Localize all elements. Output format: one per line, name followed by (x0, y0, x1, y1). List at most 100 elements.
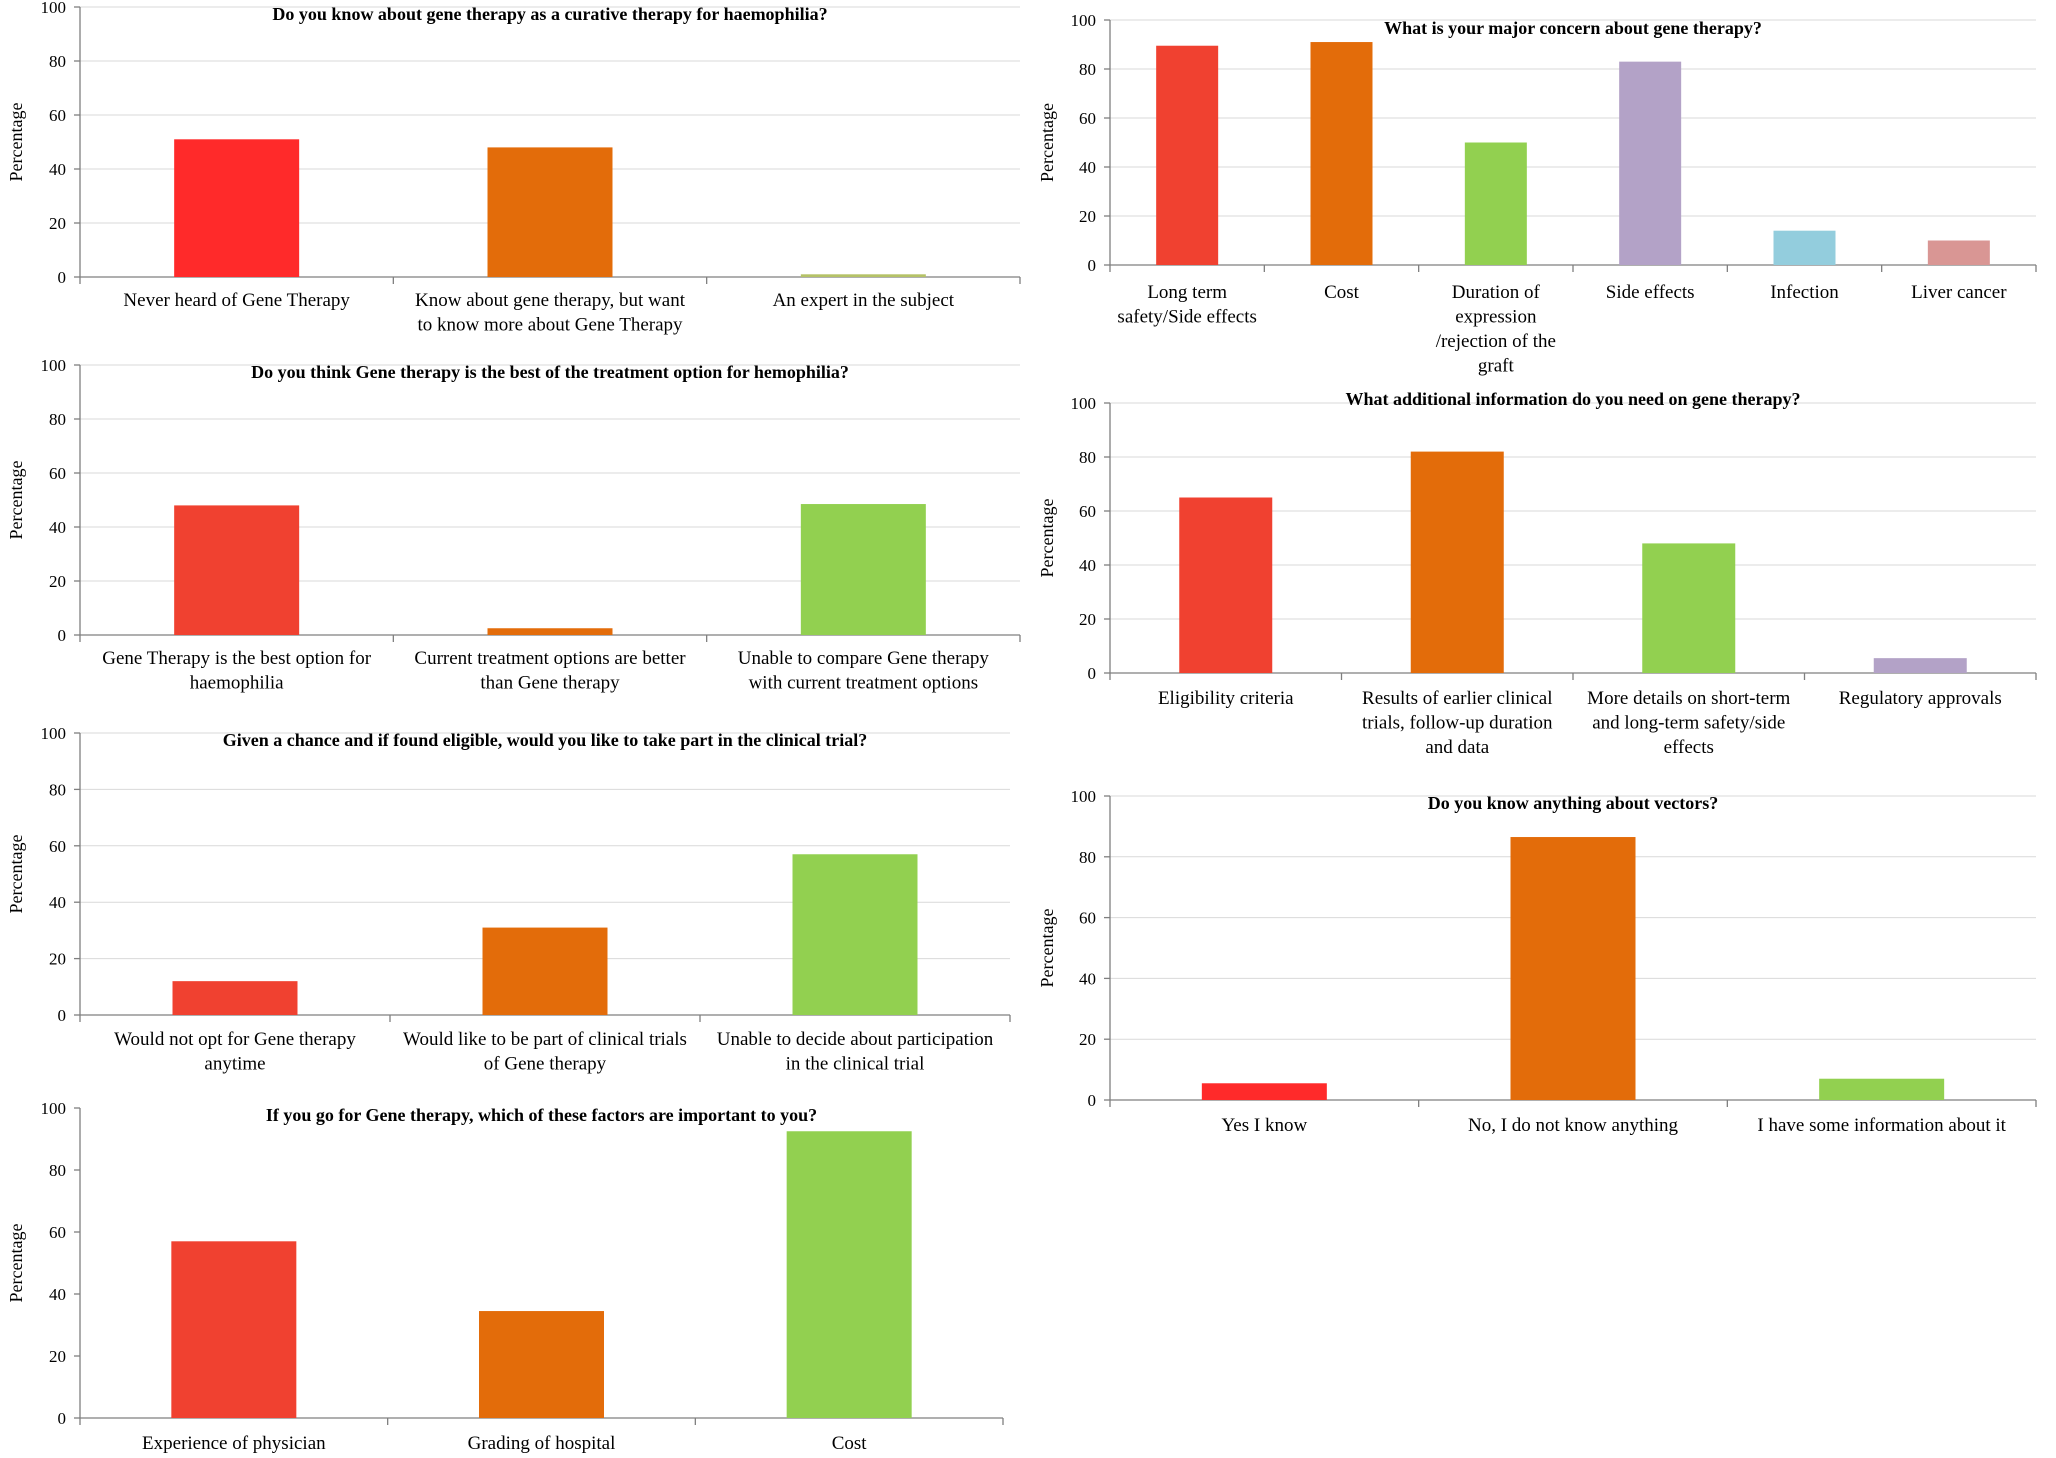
y-tick-label: 20 (49, 1347, 66, 1366)
y-tick-label: 100 (1071, 787, 1097, 806)
y-tick-label: 60 (49, 1223, 66, 1242)
y-tick-label: 40 (1079, 158, 1096, 177)
bar-6 (1927, 240, 1990, 265)
y-axis-label: Percentage (6, 461, 26, 540)
y-tick-label: 20 (49, 572, 66, 591)
category-label: Results of earlier clinical trials, follo… (1362, 688, 1553, 758)
bar-2 (482, 927, 608, 1015)
y-tick-label: 0 (58, 268, 67, 287)
chart-title: What additional information do you need … (1345, 389, 1800, 409)
y-tick-label: 40 (49, 160, 66, 179)
category-label: Current treatment options are better than… (414, 648, 686, 694)
bar-4 (1873, 658, 1967, 673)
y-tick-label: 20 (1079, 610, 1096, 629)
category-label: Gene Therapy is the best option for haemo… (102, 648, 371, 694)
chart-title: What is your major concern about gene th… (1384, 18, 1762, 38)
y-tick-label: 40 (1079, 556, 1096, 575)
category-label: I have some information about it (1757, 1115, 2006, 1136)
bar-1 (172, 981, 298, 1015)
bar-2 (479, 1311, 604, 1418)
chart-7: 0 20 40 60 80 100 Yes I know No, I do not know … (1037, 787, 2037, 1136)
y-tick-label: 20 (1079, 1030, 1096, 1049)
y-tick-label: 0 (1088, 664, 1097, 683)
category-label: An expert in the subject (773, 290, 955, 311)
y-tick-label: 80 (49, 410, 66, 429)
y-axis-label: Percentage (6, 1224, 26, 1303)
y-tick-label: 40 (1079, 969, 1096, 988)
chart-title: Given a chance and if found eligible, wo… (223, 730, 868, 750)
chart-title: Do you know anything about vectors? (1428, 793, 1719, 813)
y-axis-label: Percentage (1037, 909, 1057, 988)
category-label: Liver cancer (1911, 282, 2007, 303)
category-label: No, I do not know anything (1468, 1115, 1679, 1136)
y-tick-label: 0 (58, 626, 67, 645)
chart-1: 0 20 40 60 80 100 Never heard of Gene Therapy K… (6, 0, 1021, 336)
y-tick-label: 40 (49, 1285, 66, 1304)
category-label: Unable to compare Gene therapy with curre… (738, 648, 990, 694)
y-tick-label: 20 (49, 214, 66, 233)
category-label: Experience of physician (142, 1433, 326, 1454)
y-axis-label: Percentage (6, 835, 26, 914)
category-label: Regulatory approvals (1839, 688, 2002, 709)
bar-3 (1819, 1078, 1945, 1100)
y-tick-label: 20 (1079, 207, 1096, 226)
y-tick-label: 100 (41, 356, 67, 375)
bar-1 (1179, 497, 1273, 673)
y-tick-label: 60 (1079, 502, 1096, 521)
y-tick-label: 60 (1079, 909, 1096, 928)
category-label: Know about gene therapy, but want to know… (415, 290, 686, 336)
category-label: Side effects (1606, 282, 1695, 303)
y-tick-label: 100 (1071, 11, 1097, 30)
y-tick-label: 80 (1079, 448, 1096, 467)
y-tick-label: 100 (1071, 394, 1097, 413)
chart-title: Do you think Gene therapy is the best of… (251, 362, 849, 382)
chart-3: 0 20 40 60 80 100 Would not opt for Gene thera… (6, 724, 1011, 1075)
category-label: Never heard of Gene Therapy (123, 290, 350, 311)
chart-title: If you go for Gene therapy, which of the… (266, 1105, 817, 1125)
y-tick-label: 80 (1079, 60, 1096, 79)
bar-1 (171, 1241, 297, 1418)
y-axis-label: Percentage (1037, 499, 1057, 578)
y-tick-label: 100 (41, 0, 67, 17)
category-label: Long term safety/Side effects (1117, 282, 1256, 328)
y-tick-label: 0 (1088, 256, 1097, 275)
y-tick-label: 40 (49, 518, 66, 537)
category-label: Yes I know (1221, 1115, 1307, 1136)
bar-1 (174, 139, 300, 277)
category-label: Cost (1324, 282, 1360, 303)
bar-1 (1156, 45, 1219, 265)
category-label: Infection (1770, 282, 1839, 303)
y-tick-label: 100 (41, 1099, 67, 1118)
bar-4 (1619, 61, 1682, 266)
bar-3 (786, 1131, 912, 1418)
bar-2 (1410, 451, 1504, 673)
chart-6: 0 20 40 60 80 100 Eligibility criteria Results … (1037, 389, 2037, 758)
y-tick-label: 0 (58, 1409, 67, 1428)
y-tick-label: 60 (49, 837, 66, 856)
category-label: Eligibility criteria (1158, 688, 1294, 709)
bar-5 (1773, 230, 1836, 265)
bar-2 (487, 147, 613, 277)
y-tick-label: 40 (49, 893, 66, 912)
chart-2: 0 20 40 60 80 100 Gene Therapy is the best opt… (6, 356, 1021, 694)
bar-2 (1310, 42, 1373, 265)
bar-3 (792, 854, 918, 1015)
chart-5: 0 20 40 60 80 100 Long term safety/Side effects… (1037, 11, 2037, 377)
y-axis-label: Percentage (1037, 103, 1057, 182)
y-tick-label: 80 (49, 780, 66, 799)
bar-3 (800, 504, 926, 635)
category-label: Duration of expression/rejection of the gr… (1436, 282, 1556, 377)
category-label: More details on short-term and long-term … (1587, 688, 1790, 758)
category-label: Would not opt for Gene therapy anytime (114, 1029, 356, 1075)
category-label: Unable to decide about participation in t… (717, 1029, 994, 1075)
y-tick-label: 80 (1079, 848, 1096, 867)
bar-1 (174, 505, 300, 635)
y-tick-label: 60 (49, 464, 66, 483)
y-tick-label: 80 (49, 1161, 66, 1180)
y-tick-label: 100 (41, 724, 67, 743)
chart-4: 0 20 40 60 80 100 Experience of physician Gradi… (6, 1099, 1004, 1454)
category-label: Cost (832, 1433, 868, 1454)
y-tick-label: 60 (49, 106, 66, 125)
bar-3 (800, 274, 926, 277)
